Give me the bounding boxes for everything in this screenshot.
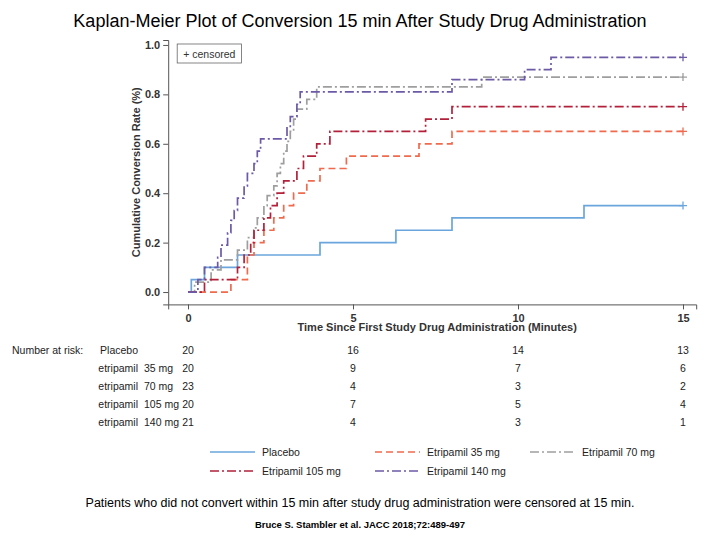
legend-label: Etripamil 105 mg [262,465,341,477]
y-tick-label: 0.6 [145,138,160,150]
y-tick: 0.2 [145,237,168,249]
risk-row-name: etripamil [98,380,138,392]
censor-mark [679,103,687,111]
x-tick-mark [188,304,189,309]
risk-count: 4 [350,380,356,392]
risk-count: 7 [350,398,356,410]
legend-swatch [530,451,575,453]
risk-row-name: etripamil [98,362,138,374]
risk-count: 6 [680,362,686,374]
y-tick-label: 1.0 [145,39,160,51]
legend-item: Placebo [210,446,300,458]
risk-row-name: Placebo [100,344,138,356]
x-axis-title: Time Since First Study Drug Administrati… [298,321,578,333]
x-tick-label: 15 [677,312,689,324]
censor-mark [679,53,687,61]
km-line [188,131,683,292]
x-tick-mark [518,304,519,309]
x-tick: 15 [677,304,689,324]
censor-legend-box [177,44,241,63]
y-axis: 0.0 0.2 0.4 0.6 0.8 1.0 [145,39,169,305]
censor-legend-label: + censored [183,48,235,60]
footnote: Patients who did not convert within 15 m… [86,496,635,510]
km-line [188,107,683,292]
y-tick-label: 0.4 [145,187,161,199]
risk-count: 21 [182,416,194,428]
legend: Placebo Etripamil 35 mg Etripamil 70 mg Etr… [210,446,655,477]
title: Kaplan-Meier Plot of Conversion 15 min A… [73,11,646,31]
y-axis-title: Cumulative Conversion Rate (%) [130,87,142,257]
y-tick-label: 0.2 [145,237,160,249]
censor-legend: + censored [177,44,241,63]
y-tick: 0.0 [145,286,168,298]
legend-item: Etripamil 70 mg [530,446,655,458]
x-tick-mark [683,304,684,309]
risk-row-name: etripamil [98,398,138,410]
y-tick: 0.4 [145,187,168,199]
risk-count: 14 [512,344,524,356]
x-axis-line [169,305,697,310]
risk-count: 3 [515,416,521,428]
y-tick-label: 0.0 [145,286,160,298]
x-tick-mark [353,304,354,309]
legend-item: Etripamil 35 mg [375,446,500,458]
risk-count: 3 [515,380,521,392]
risk-row-dose: 105 mg [144,398,179,410]
chart-svg: Kaplan-Meier Plot of Conversion 15 min A… [0,0,720,540]
legend-swatch [210,451,255,453]
risk-count: 4 [350,416,356,428]
y-tick-mark [163,243,168,244]
risk-count: 1 [680,416,686,428]
risk-count: 20 [182,362,194,374]
y-tick-mark [163,292,168,293]
chart-container: Kaplan-Meier Plot of Conversion 15 min A… [0,0,720,540]
legend-label: Etripamil 70 mg [582,446,655,458]
risk-table-label: Number at risk: [12,344,83,356]
y-tick-mark [163,45,168,46]
km-line [188,77,683,292]
risk-row-dose: 140 mg [144,416,179,428]
y-tick-mark [163,193,168,194]
y-tick: 0.8 [145,88,168,100]
x-tick: 0 [185,304,191,324]
censor-mark [679,127,687,135]
risk-table: Number at risk:Placebo20161413etripamil3… [12,344,689,428]
censor-mark [679,73,687,81]
risk-count: 13 [677,344,689,356]
legend-label: Etripamil 140 mg [427,465,506,477]
y-tick-mark [163,144,168,145]
y-tick-label: 0.8 [145,88,160,100]
y-axis-line [163,41,169,305]
risk-count: 20 [182,344,194,356]
x-tick-label: 0 [185,312,191,324]
risk-count: 4 [680,398,686,410]
y-tick: 1.0 [145,39,168,51]
risk-count: 20 [182,398,194,410]
plot-area [188,53,687,292]
legend-swatch [375,470,420,472]
risk-count: 5 [515,398,521,410]
risk-count: 23 [182,380,194,392]
legend-item: Etripamil 140 mg [375,465,506,477]
risk-row-dose: 70 mg [144,380,173,392]
source: Bruce S. Stambler et al. JACC 2018;72:48… [255,519,465,530]
legend-label: Placebo [262,446,300,458]
risk-row-name: etripamil [98,416,138,428]
risk-count: 2 [680,380,686,392]
censor-mark [679,202,687,210]
km-line [188,57,683,292]
risk-count: 9 [350,362,356,374]
risk-count: 16 [347,344,359,356]
y-tick-mark [163,94,168,95]
y-tick: 0.6 [145,138,168,150]
risk-row-dose: 35 mg [144,362,173,374]
legend-swatch [375,451,420,453]
legend-swatch [210,470,255,472]
risk-count: 7 [515,362,521,374]
legend-label: Etripamil 35 mg [427,446,500,458]
legend-item: Etripamil 105 mg [210,465,341,477]
